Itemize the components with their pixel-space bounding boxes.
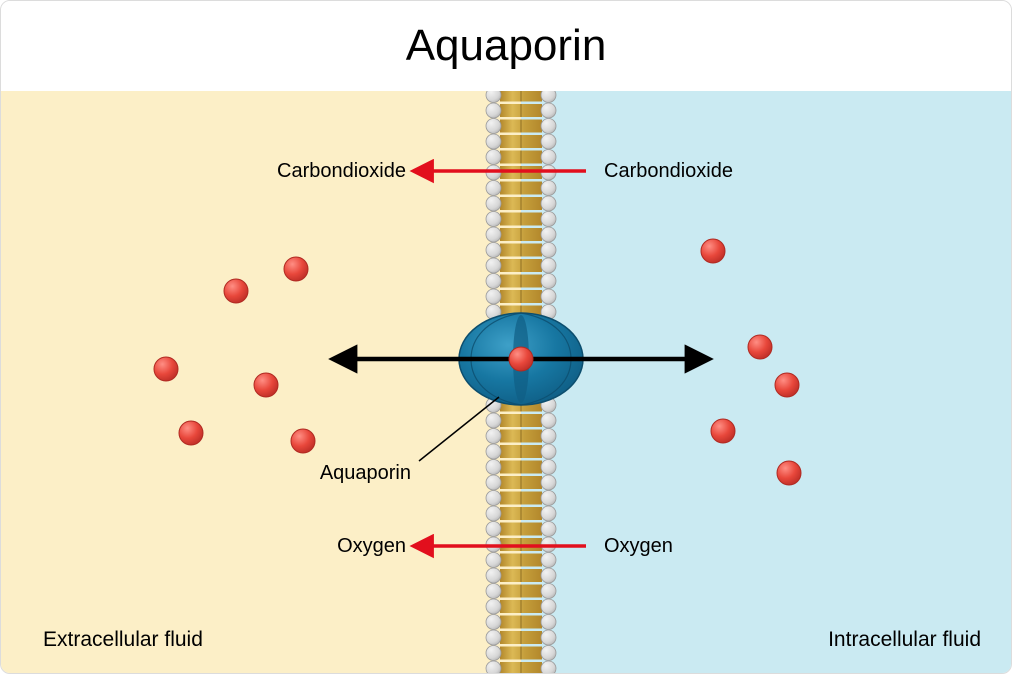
molecule — [748, 335, 772, 359]
molecule — [179, 421, 203, 445]
diagram-svg: Carbondioxide Carbondioxide Oxygen Oxyge… — [1, 91, 1012, 674]
molecule — [284, 257, 308, 281]
molecule — [154, 357, 178, 381]
intracellular-region — [521, 91, 1012, 674]
channel-molecule — [509, 347, 533, 371]
extracellular-label: Extracellular fluid — [43, 628, 203, 651]
diagram-frame: Aquaporin — [0, 0, 1012, 674]
molecule — [254, 373, 278, 397]
molecule — [701, 239, 725, 263]
molecule — [224, 279, 248, 303]
molecule — [777, 461, 801, 485]
diagram-area: Carbondioxide Carbondioxide Oxygen Oxyge… — [1, 91, 1012, 674]
aquaporin-pointer-label: Aquaporin — [320, 462, 411, 484]
o2-left-label: Oxygen — [337, 535, 406, 557]
co2-left-label: Carbondioxide — [277, 160, 406, 182]
co2-right-label: Carbondioxide — [604, 160, 733, 182]
molecule — [775, 373, 799, 397]
molecule — [291, 429, 315, 453]
o2-right-label: Oxygen — [604, 535, 673, 557]
molecule — [711, 419, 735, 443]
page-title: Aquaporin — [406, 21, 607, 71]
title-bar: Aquaporin — [1, 1, 1011, 92]
intracellular-label: Intracellular fluid — [828, 628, 981, 651]
